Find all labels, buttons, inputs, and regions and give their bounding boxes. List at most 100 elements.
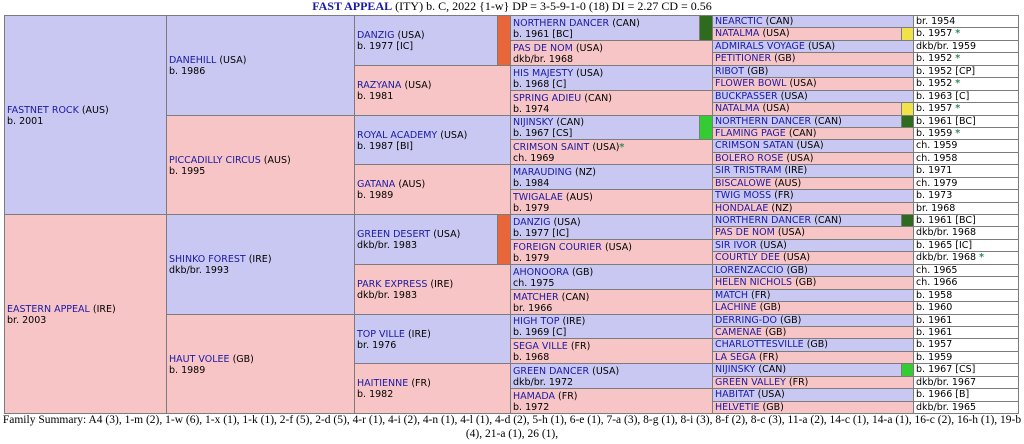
ancestor-info: b. 1977 [IC] xyxy=(357,41,414,52)
ancestor-info: b. 1961 [BC] xyxy=(916,116,976,127)
ancestor-info: dkb/br. 1968 xyxy=(513,54,574,65)
ancestor-name-link[interactable]: ADMIRALS VOYAGE xyxy=(715,41,805,52)
ancestor-info: ch. 1969 xyxy=(513,153,555,164)
ancestor-country: (FR) xyxy=(774,190,794,201)
ancestor-name-link[interactable]: PAS DE NOM xyxy=(513,43,573,54)
ancestor-name-link[interactable]: BISCALOWE xyxy=(715,178,772,189)
ancestor-name-link[interactable]: AHONOORA xyxy=(513,267,569,278)
ancestor-cell-gen4: GREEN DANCER (USA) dkb/br. 1972 xyxy=(510,363,713,389)
ancestor-info: b. 1969 [C] xyxy=(513,327,567,338)
ancestor-info: b. 1989 xyxy=(357,190,394,201)
ancestor-name-link[interactable]: CRIMSON SATAN xyxy=(715,140,794,151)
ancestor-name-link[interactable]: LA SEGA xyxy=(715,352,756,363)
ancestor-name-link[interactable]: FASTNET ROCK xyxy=(7,105,79,116)
ancestor-name-link[interactable]: GREEN DESERT xyxy=(357,229,431,240)
ancestor-name-link[interactable]: HAUT VOLEE xyxy=(169,354,230,365)
ancestor-name-link[interactable]: HELEN NICHOLS xyxy=(715,277,793,288)
horse-name[interactable]: FAST APPEAL xyxy=(312,0,393,13)
ancestor-info: dkb/br. 1983 xyxy=(357,290,418,301)
ancestor-name-link[interactable]: FOREIGN COURIER xyxy=(513,242,602,253)
ancestor-cell-gen3: DANZIG (USA) b. 1977 [IC] xyxy=(354,15,511,66)
ancestor-name-link[interactable]: HIGH TOP xyxy=(513,316,560,327)
ancestor-name-link[interactable]: NEARCTIC xyxy=(715,16,763,27)
ancestor-name-link[interactable]: SPRING ADIEU xyxy=(513,93,582,104)
ancestor-name-link[interactable]: DANEHILL xyxy=(169,55,217,66)
ancestor-name-link[interactable]: SIR IVOR xyxy=(715,240,757,251)
ancestor-name-link[interactable]: CRIMSON SAINT xyxy=(513,142,590,153)
ancestor-name-link[interactable]: NORTHERN DANCER xyxy=(513,18,610,29)
ancestor-name-link[interactable]: HIS MAJESTY xyxy=(513,68,574,79)
ancestor-name-link[interactable]: DANZIG xyxy=(357,30,395,41)
ancestor-name-link[interactable]: PETITIONER xyxy=(715,53,772,64)
ancestor-name-link[interactable]: RIBOT xyxy=(715,66,745,77)
ancestor-country: (FR) xyxy=(558,391,578,402)
ancestor-name-link[interactable]: PAS DE NOM xyxy=(715,227,775,238)
ancestor-country: (CAN) xyxy=(765,16,794,27)
ancestor-name-link[interactable]: NIJINSKY xyxy=(715,364,756,375)
ancestor-name-link[interactable]: BUCKPASSER xyxy=(715,91,778,102)
ancestor-name-link[interactable]: HABITAT xyxy=(715,389,755,400)
ancestor-name-link[interactable]: GREEN VALLEY xyxy=(715,377,786,388)
ancestor-name-link[interactable]: DERRING-DO xyxy=(715,315,778,326)
ancestor-cell-gen1: FASTNET ROCK (AUS) b. 2001 xyxy=(4,15,167,215)
star-icon: * xyxy=(955,53,961,64)
ancestor-name-link[interactable]: SHINKO FOREST xyxy=(169,254,246,265)
ancestor-name-link[interactable]: HONDALAE xyxy=(715,203,769,214)
ancestor-name-link[interactable]: PARK EXPRESS xyxy=(357,279,428,290)
ancestor-name-link[interactable]: HELVETIE xyxy=(715,402,760,413)
ancestor-name-link[interactable]: PICCADILLY CIRCUS xyxy=(169,155,261,166)
ancestor-info: b. 1979 xyxy=(513,253,550,264)
ancestor-name-link[interactable]: COURTLY DEE xyxy=(715,252,780,263)
ancestor-name-link[interactable]: NATALMA xyxy=(715,103,760,114)
ancestor-name-link[interactable]: BOLERO ROSE xyxy=(715,153,784,164)
ancestor-name-link[interactable]: TOP VILLE xyxy=(357,329,405,340)
ancestor-name-link[interactable]: HAMADA xyxy=(513,391,555,402)
ancestor-name-link[interactable]: TWIGALAE xyxy=(513,192,563,203)
ancestor-name-link[interactable]: FLAMING PAGE xyxy=(715,128,786,139)
ancestor-name-link[interactable]: SIR TRISTRAM xyxy=(715,165,782,176)
ancestor-country: (CAN) xyxy=(814,116,842,127)
ancestor-name-link[interactable]: ROYAL ACADEMY xyxy=(357,130,438,141)
ancestor-info: ch. 1965 xyxy=(916,265,958,276)
ancestor-name-link[interactable]: LORENZACCIO xyxy=(715,265,784,276)
ancestor-name-link[interactable]: EASTERN APPEAL xyxy=(7,304,90,315)
ancestor-country: (NZ) xyxy=(771,203,793,214)
ancestor-name-link[interactable]: MARAUDING xyxy=(513,167,572,178)
ancestor-info: b. 1957 xyxy=(916,28,953,39)
ancestor-country: (CAN) xyxy=(584,93,612,104)
ancestor-name-link[interactable]: NORTHERN DANCER xyxy=(715,116,812,127)
ancestor-country: (CAN) xyxy=(612,18,640,29)
ancestor-name-link[interactable]: TWIG MOSS xyxy=(715,190,772,201)
ancestor-name-link[interactable]: RAZYANA xyxy=(357,80,402,91)
ancestor-info: dkb/br. 1965 xyxy=(916,402,977,413)
ancestor-name-link[interactable]: FLOWER BOWL xyxy=(715,78,787,89)
ancestor-cell-gen4: TWIGALAE (AUS) b. 1979 xyxy=(510,189,713,215)
ancestor-country: (AUS) xyxy=(81,105,109,116)
ancestor-name-link[interactable]: CHARLOTTESVILLE xyxy=(715,339,804,350)
ancestor-cell-gen5: HELVETIE (GB) xyxy=(712,401,914,414)
ancestor-name-link[interactable]: LACHINE xyxy=(715,302,757,313)
ancestor-name-link[interactable]: NATALMA xyxy=(715,28,760,39)
ancestor-name-link[interactable]: MATCHER xyxy=(513,292,559,303)
ancestor-cell-gen5: NATALMA (USA) xyxy=(712,27,914,41)
ancestor-name-link[interactable]: DANZIG xyxy=(513,217,551,228)
ancestor-cell-gen5: ADMIRALS VOYAGE (USA) xyxy=(712,40,914,53)
ancestor-cell-gen4: MARAUDING (NZ) b. 1984 xyxy=(510,164,713,190)
ancestor-name-link[interactable]: CAMENAE xyxy=(715,327,762,338)
ancestor-info-cell: dkb/br. 1968 * xyxy=(913,251,1019,265)
ancestor-name-link[interactable]: MATCH xyxy=(715,290,748,301)
ancestor-country: (USA) xyxy=(762,103,790,114)
ancestor-name-link[interactable]: NORTHERN DANCER xyxy=(715,215,812,226)
ancestor-cell-gen4: MATCHER (CAN) br. 1966 xyxy=(510,289,713,315)
ancestor-name-link[interactable]: GREEN DANCER xyxy=(513,366,590,377)
ancestor-name-link[interactable]: HAITIENNE xyxy=(357,378,409,389)
ancestor-cell-gen4: HIS MAJESTY (USA) b. 1968 [C] xyxy=(510,65,713,91)
ancestor-info: b. 1979 xyxy=(513,203,550,214)
ancestor-name-link[interactable]: GATANA xyxy=(357,179,396,190)
ancestor-info: b. 1952 xyxy=(916,78,953,89)
ancestor-name-link[interactable]: NIJINSKY xyxy=(513,117,554,128)
ancestor-name-link[interactable]: SEGA VILLE xyxy=(513,341,568,352)
ancestor-cell-gen3: ROYAL ACADEMY (USA) b. 1987 [BI] xyxy=(354,115,511,165)
ancestor-country: (USA) xyxy=(604,242,633,253)
ancestor-info: b. 2001 xyxy=(7,116,44,127)
